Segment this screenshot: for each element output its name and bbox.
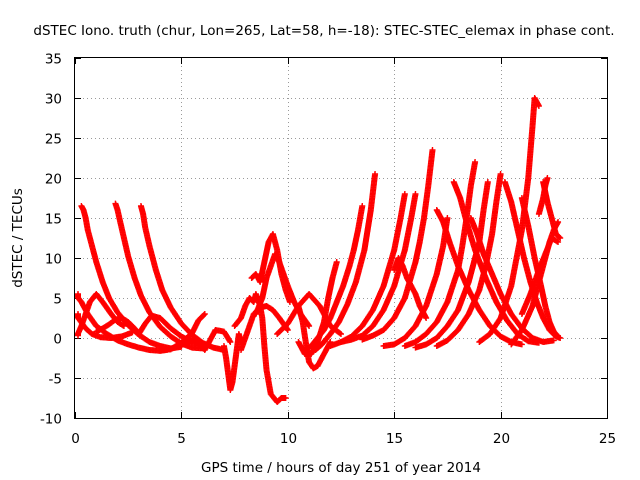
- data-point: [306, 323, 313, 329]
- x-axis-label: GPS time / hours of day 251 of year 2014: [201, 460, 481, 476]
- grid-lines: [75, 58, 607, 418]
- data-point: [201, 311, 208, 317]
- data-point: [372, 171, 379, 177]
- y-axis-label: dSTEC / TECUs: [10, 188, 26, 288]
- x-tick-label: 15: [386, 431, 403, 447]
- data-points: [75, 95, 564, 405]
- x-tick-label: 5: [177, 431, 186, 447]
- data-point: [200, 311, 207, 318]
- y-tick-label: 30: [45, 92, 62, 108]
- x-tick-label: 20: [493, 431, 510, 447]
- x-tick-label: 0: [71, 431, 80, 447]
- data-point: [337, 330, 344, 337]
- y-tick-label: 0: [53, 332, 62, 348]
- x-tick-label: 25: [599, 431, 616, 447]
- data-point: [305, 322, 312, 328]
- data-point: [359, 203, 366, 209]
- y-tick-label: 15: [45, 212, 62, 228]
- chart-title: dSTEC Iono. truth (chur, Lon=265, Lat=58…: [33, 23, 614, 39]
- data-point: [227, 339, 234, 345]
- x-tick-label: 10: [280, 431, 297, 447]
- data-point: [333, 259, 340, 265]
- plot-frame: [74, 57, 608, 419]
- data-point: [284, 327, 291, 333]
- data-point: [282, 395, 289, 401]
- data-point: [338, 331, 344, 337]
- y-tick-label: -10: [40, 412, 62, 428]
- y-tick-label: 25: [45, 132, 62, 148]
- y-tick-label: -5: [49, 372, 62, 388]
- y-tick-label: 20: [45, 172, 62, 188]
- y-tick-label: 5: [53, 292, 62, 308]
- y-tick-label: 10: [45, 252, 62, 268]
- y-tick-label: 35: [45, 52, 62, 68]
